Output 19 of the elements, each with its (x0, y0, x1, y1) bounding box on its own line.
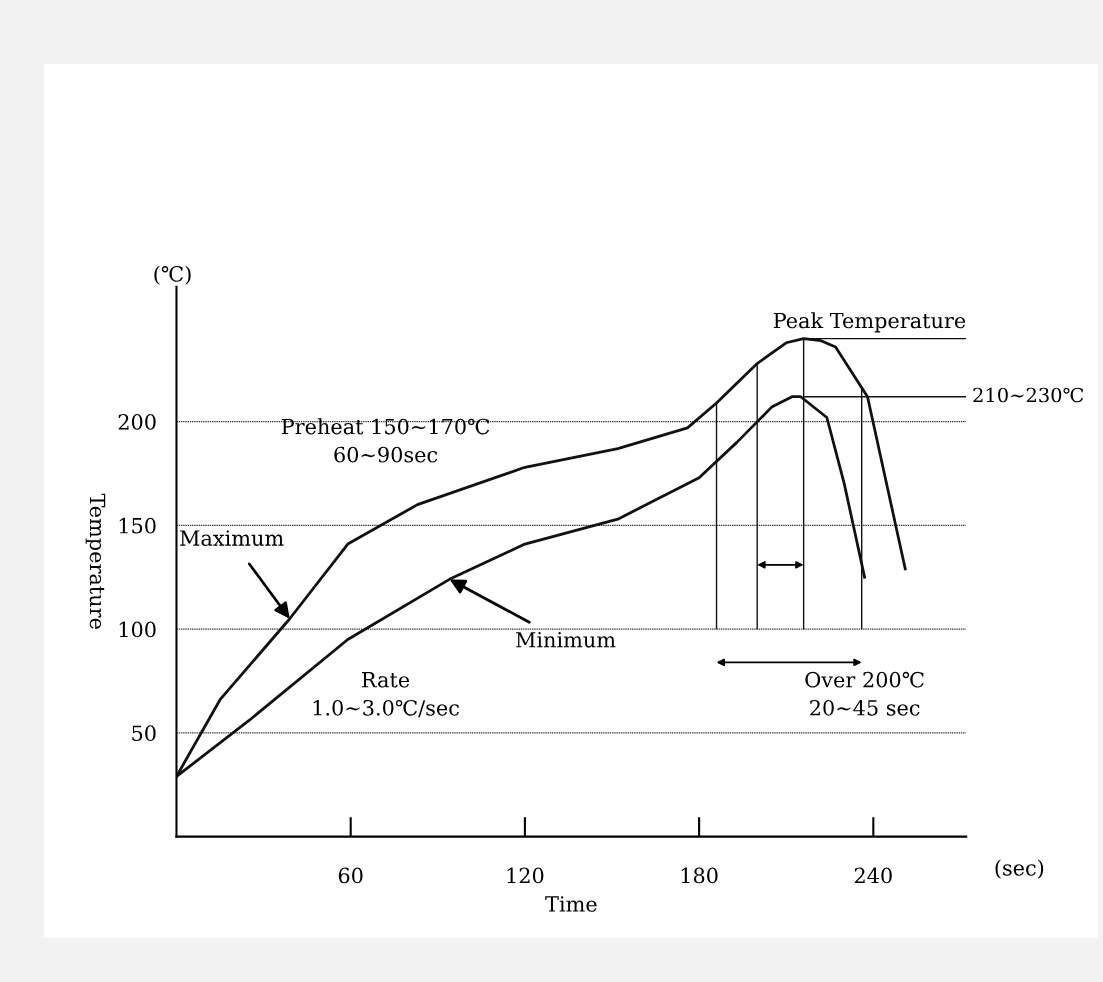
x-tick-label: 240 (854, 867, 892, 884)
annotation: Minimum (516, 632, 616, 648)
ref-line-label: Peak Temperature (773, 312, 966, 333)
x-axis-title: Time (545, 896, 597, 912)
y-tick-label: 200 (118, 414, 156, 430)
x-tick-label: 180 (681, 867, 718, 884)
x-tick-label: 60 (338, 867, 363, 884)
y-tick-label: 150 (119, 517, 156, 534)
y-tick-label: 50 (132, 725, 156, 742)
annotation: Maximum (180, 530, 284, 546)
text: (℃) (154, 265, 191, 285)
ref-line-label: 210∼230℃ (973, 387, 1084, 403)
x-tick-label: 120 (507, 867, 544, 884)
y-axis-title: Temperature (85, 493, 106, 629)
text: (sec) (995, 859, 1044, 879)
y-tick-label: 100 (119, 621, 156, 638)
annotation: Preheat 150∼170℃ 60∼90sec (281, 418, 490, 463)
annotation: Over 200℃ 20∼45 sec (805, 671, 924, 716)
annotation: Rate 1.0∼3.0℃/sec (313, 672, 459, 718)
